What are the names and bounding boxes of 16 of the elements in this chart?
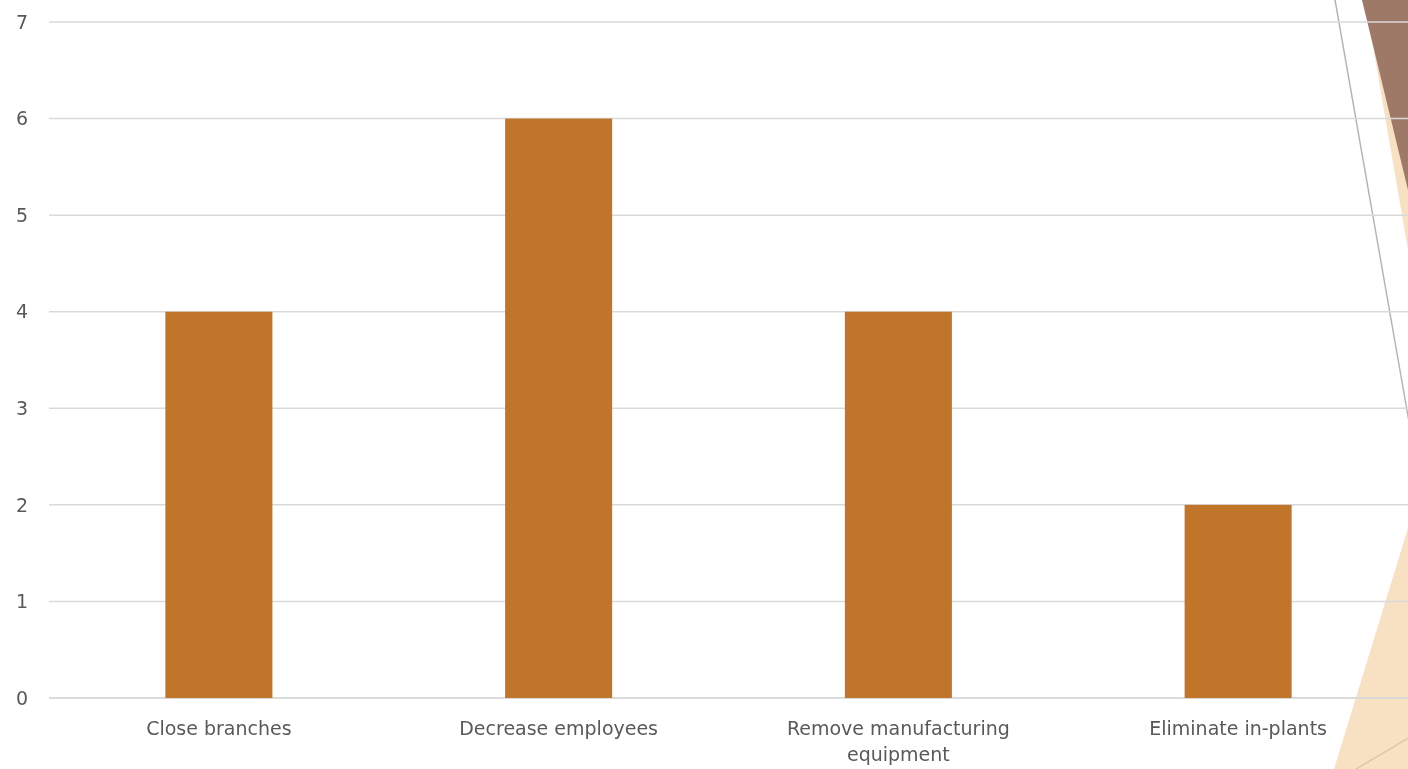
x-tick-label: Close branches [146, 717, 292, 739]
y-tick-label: 0 [15, 686, 28, 709]
y-tick-label: 2 [15, 493, 28, 516]
x-tick-label: Eliminate in-plants [1149, 717, 1328, 739]
bar [505, 118, 613, 698]
bar [1184, 504, 1292, 698]
y-tick-label: 6 [15, 107, 28, 130]
y-tick-label: 7 [15, 10, 28, 33]
y-tick-label: 5 [15, 203, 28, 226]
y-tick-label: 1 [15, 590, 28, 613]
y-tick-label: 3 [15, 396, 28, 419]
x-tick-label: Decrease employees [459, 717, 659, 739]
x-tick-label: Remove manufacturing equipment [786, 717, 1010, 765]
y-tick-label: 4 [15, 300, 28, 323]
bar [844, 311, 952, 698]
bar [165, 311, 273, 698]
